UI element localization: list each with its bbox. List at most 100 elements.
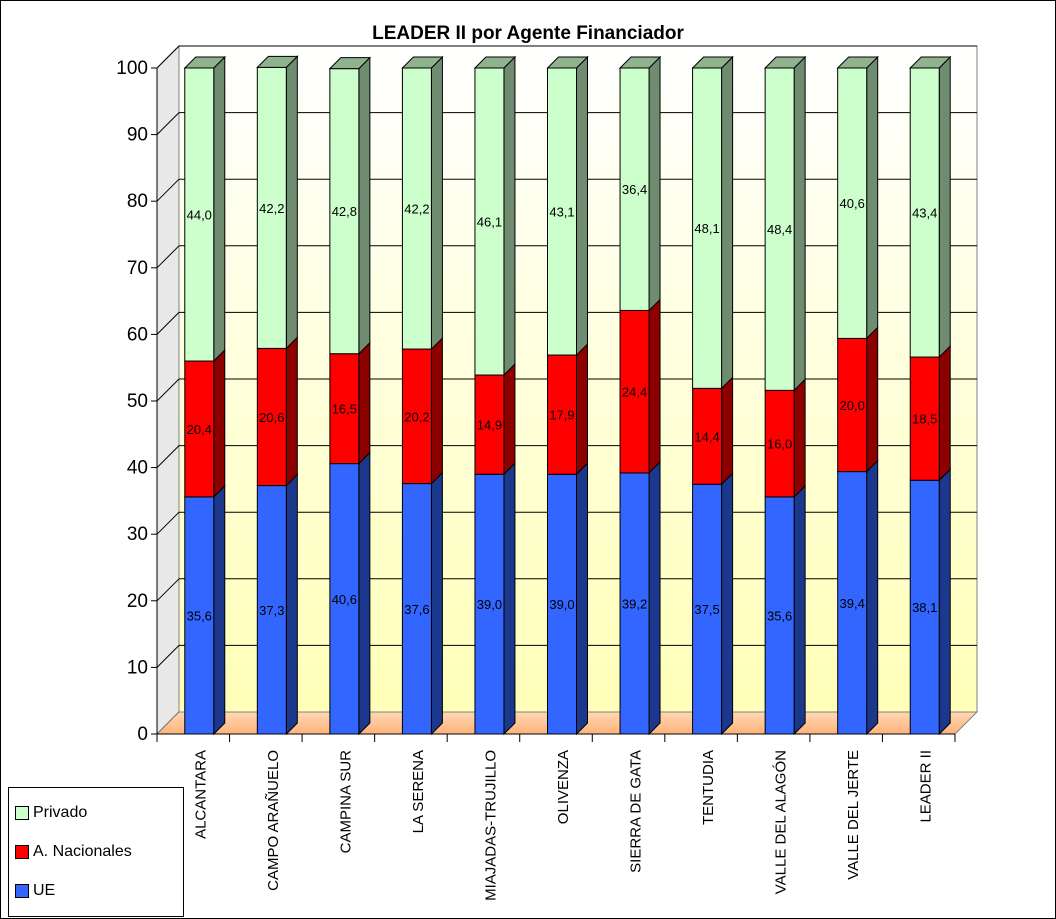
- y-tick-label: 80: [127, 191, 148, 212]
- bar-ue: [547, 473, 577, 735]
- bar-top-privado: [328, 57, 372, 70]
- data-label: 39,4: [840, 596, 865, 611]
- y-tick-label: 90: [127, 125, 148, 146]
- y-tick-label: 100: [116, 58, 148, 79]
- x-tick-label: SIERRA DE GATA: [628, 750, 645, 873]
- bar-side-privado: [793, 55, 806, 392]
- data-label: 17,9: [549, 408, 574, 423]
- bar-a-nacionales: [474, 374, 505, 475]
- data-label: 43,4: [912, 206, 937, 221]
- data-label: 38,1: [912, 600, 937, 615]
- bar-a-nacionales: [764, 389, 795, 498]
- gridline-side: [156, 312, 180, 335]
- data-label: 24,4: [622, 385, 647, 400]
- data-label: 44,0: [187, 208, 212, 223]
- bar-side-ue: [213, 484, 226, 736]
- chart-title: LEADER II por Agente Financiador: [372, 23, 684, 44]
- legend-label-a-nacionales: A. Nacionales: [33, 843, 132, 860]
- bar-side-a-nacionales: [721, 376, 734, 486]
- gridline-side: [156, 578, 180, 602]
- bar-side-privado: [285, 55, 298, 350]
- bar-ue: [837, 471, 868, 735]
- legend-item-a-nacionales: A. Nacionales: [15, 842, 132, 862]
- data-label: 36,4: [622, 182, 647, 197]
- data-label: 14,9: [477, 418, 502, 433]
- bar-a-nacionales: [256, 347, 287, 487]
- y-tick-label: 70: [127, 258, 148, 279]
- data-label: 48,1: [694, 221, 719, 236]
- bar-top-privado: [473, 56, 517, 69]
- bar-side-a-nacionales: [793, 378, 806, 499]
- bar-a-nacionales: [692, 387, 723, 485]
- y-tick-label: 30: [127, 524, 148, 545]
- gridline-side: [156, 645, 180, 668]
- data-label: 14,4: [694, 429, 719, 444]
- bar-ue: [329, 463, 360, 735]
- x-tick-label: TENTUDIA: [700, 750, 717, 825]
- y-tick-label: 10: [127, 657, 148, 678]
- bar-privado: [547, 67, 577, 356]
- bar-side-privado: [648, 55, 661, 312]
- bar-privado: [256, 66, 287, 349]
- bar-ue: [692, 483, 723, 735]
- legend-swatch-a-nacionales: [15, 845, 29, 859]
- data-label: 16,0: [767, 437, 792, 452]
- bar-side-privado: [430, 55, 443, 351]
- bar-side-ue: [648, 460, 661, 736]
- data-label: 18,5: [912, 412, 937, 427]
- data-label: 39,2: [622, 596, 647, 611]
- data-label: 16,5: [332, 402, 357, 417]
- gridline-side: [156, 245, 180, 269]
- bar-top-privado: [546, 56, 589, 69]
- y-tick-label: 0: [137, 724, 148, 745]
- bar-privado: [692, 67, 723, 389]
- y-tick-label: 40: [127, 458, 148, 479]
- data-label: 20,6: [259, 410, 284, 425]
- bar-a-nacionales: [837, 337, 868, 473]
- bar-side-a-nacionales: [285, 336, 298, 487]
- bar-side-privado: [576, 55, 588, 357]
- bar-side-a-nacionales: [938, 344, 951, 482]
- x-tick-label: CAMPO ARAÑUELO: [265, 750, 282, 891]
- legend: Privado A. Nacionales UE: [8, 787, 184, 917]
- bar-side-a-nacionales: [430, 336, 443, 485]
- y-tick-label: 50: [127, 391, 148, 412]
- legend-item-ue: UE: [15, 881, 55, 901]
- data-label: 42,8: [332, 204, 357, 219]
- data-label: 39,0: [477, 597, 502, 612]
- gridline-side: [156, 511, 180, 535]
- legend-item-privado: Privado: [15, 803, 87, 823]
- bar-top-privado: [691, 56, 734, 69]
- bar-privado: [909, 67, 940, 358]
- bar-side-ue: [938, 468, 951, 736]
- bar-ue: [474, 473, 505, 735]
- legend-swatch-privado: [15, 806, 29, 820]
- bar-side-a-nacionales: [358, 341, 371, 465]
- x-tick-label: LA SERENA: [410, 750, 427, 833]
- bar-side-privado: [866, 55, 879, 340]
- data-label: 37,6: [404, 602, 429, 617]
- bar-ue: [619, 472, 650, 735]
- bar-side-ue: [430, 471, 443, 736]
- bar-ue: [909, 479, 940, 735]
- bar-side-a-nacionales: [213, 348, 226, 499]
- x-tick-label: OLIVENZA: [555, 750, 572, 824]
- data-label: 35,6: [767, 608, 792, 623]
- bar-ue: [401, 483, 432, 735]
- bar-side-ue: [285, 473, 298, 736]
- bar-a-nacionales: [547, 354, 577, 475]
- bar-privado: [619, 67, 650, 311]
- data-label: 37,5: [694, 602, 719, 617]
- bar-privado: [184, 67, 215, 362]
- bar-top-privado: [618, 56, 662, 69]
- data-label: 42,2: [404, 202, 429, 217]
- data-label: 40,6: [840, 196, 865, 211]
- legend-label-privado: Privado: [33, 804, 88, 821]
- data-label: 39,0: [549, 597, 574, 612]
- y-tick-label: 60: [127, 324, 148, 345]
- bar-side-a-nacionales: [576, 342, 588, 476]
- bar-top-privado: [183, 56, 226, 69]
- gridline-side: [156, 45, 180, 69]
- bar-top-privado: [401, 56, 444, 69]
